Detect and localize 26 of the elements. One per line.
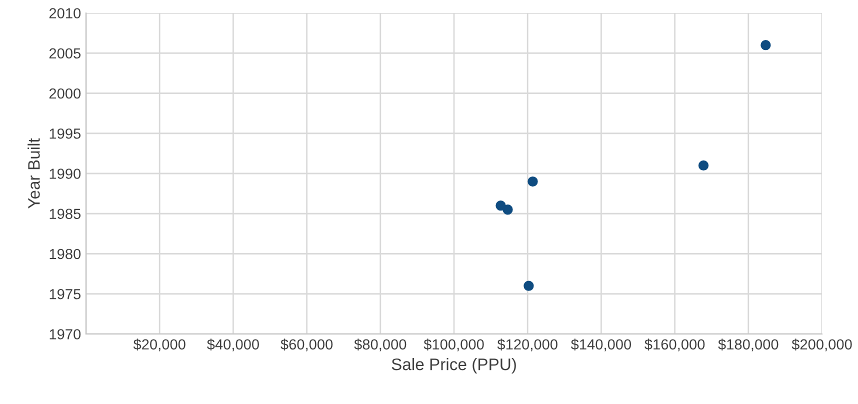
x-tick-label: $180,000 (718, 338, 778, 352)
y-tick-label: 1990 (50, 168, 81, 179)
x-tick-label: $100,000 (424, 338, 484, 352)
x-tick-label: $200,000 (792, 338, 852, 352)
x-tick-label: $40,000 (207, 338, 259, 352)
point (698, 160, 709, 171)
y-tick-label: 1985 (50, 208, 81, 220)
x-tick-label: $60,000 (280, 338, 333, 352)
y-tick-label: 1975 (50, 288, 81, 300)
point (524, 280, 534, 291)
point (760, 40, 771, 50)
point (528, 176, 538, 187)
x-tick-label: $120,000 (497, 338, 558, 352)
x-axis-title: Sale Price (PPU) (392, 358, 516, 374)
point (502, 204, 513, 215)
y-tick-label: 1980 (50, 248, 81, 260)
y-tick-label: 2000 (49, 88, 81, 99)
y-tick-label: 1995 (50, 128, 81, 139)
y-tick-label: 2010 (49, 8, 81, 18)
x-tick-label: $140,000 (570, 338, 632, 352)
y-axis-title: Year Built (28, 138, 40, 208)
x-tick-label: $80,000 (354, 338, 406, 352)
y-tick-label: 2005 (49, 48, 81, 59)
x-tick-label: $160,000 (644, 338, 705, 352)
x-tick-label: $20,000 (133, 338, 186, 352)
y-tick-label: 1970 (50, 329, 81, 340)
